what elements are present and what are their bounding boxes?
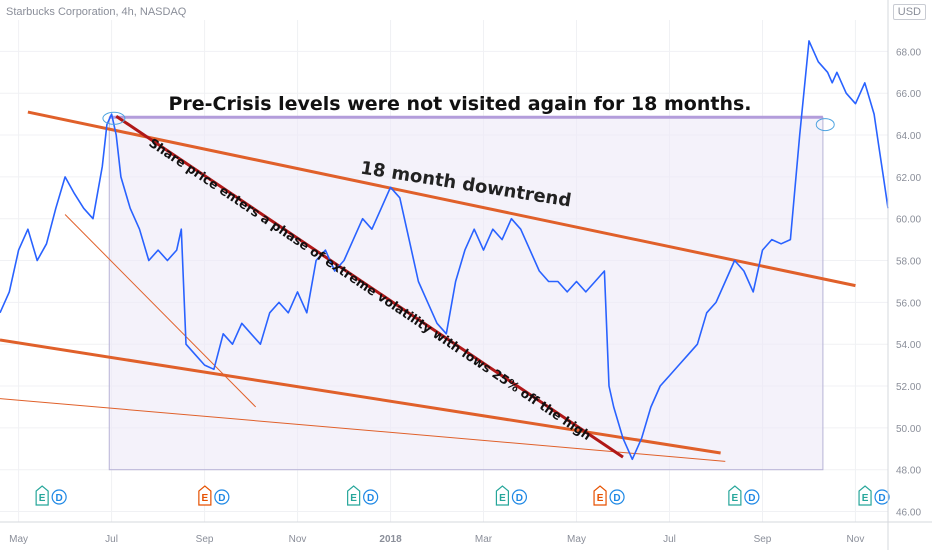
dividend-letter: D — [748, 493, 755, 504]
x-tick-label: Nov — [289, 534, 307, 545]
currency-badge[interactable]: USD — [892, 4, 926, 20]
x-tick-label: 2018 — [379, 534, 402, 545]
earnings-letter: E — [597, 493, 604, 504]
dividend-letter: D — [878, 493, 885, 504]
earnings-letter: E — [350, 493, 357, 504]
lower-downtrend-line — [0, 338, 721, 455]
trendlines — [0, 110, 856, 462]
breakout-highlight-ellipse — [815, 118, 835, 132]
y-tick-label: 60.00 — [896, 215, 921, 226]
y-tick-label: 48.00 — [896, 466, 921, 477]
earnings-letter: E — [499, 493, 506, 504]
y-tick-label: 58.00 — [896, 257, 921, 268]
y-tick-label: 52.00 — [896, 382, 921, 393]
x-tick-label: Mar — [475, 534, 493, 545]
y-tick-label: 56.00 — [896, 298, 921, 309]
y-tick-label: 64.00 — [896, 131, 921, 142]
x-tick-label: Jul — [105, 534, 118, 545]
y-tick-label: 46.00 — [896, 508, 921, 519]
y-tick-label: 62.00 — [896, 173, 921, 184]
earnings-icon — [347, 485, 361, 506]
dividend-letter: D — [367, 493, 374, 504]
dividend-icon — [214, 489, 230, 505]
dividend-letter: D — [218, 493, 225, 504]
earnings-letter: E — [732, 493, 739, 504]
earnings-icon — [35, 485, 49, 506]
y-tick-label: 54.00 — [896, 340, 921, 351]
dividend-icon — [51, 489, 67, 505]
earnings-icon — [858, 485, 872, 506]
dividend-icon — [874, 489, 890, 505]
x-tick-label: Sep — [196, 534, 214, 545]
lower-thin-line — [0, 398, 726, 462]
earnings-letter: E — [202, 493, 209, 504]
earnings-icon — [593, 485, 607, 506]
range-box — [108, 116, 824, 471]
earnings-letter: E — [39, 493, 46, 504]
earnings-icon — [198, 485, 212, 506]
price-line — [0, 40, 889, 461]
earnings-icon — [495, 485, 510, 506]
price-series — [0, 40, 889, 461]
volatility-line — [115, 114, 624, 459]
y-tick-label: 68.00 — [896, 47, 921, 58]
dividend-icon — [744, 489, 760, 505]
peak-highlight-ellipse — [102, 111, 126, 125]
x-tick-label: Jul — [663, 534, 676, 545]
dividend-letter: D — [613, 493, 620, 504]
dividend-letter: D — [516, 493, 523, 504]
dividend-letter: D — [56, 493, 63, 504]
earnings-icon — [728, 485, 742, 506]
dividend-icon — [609, 489, 625, 505]
shaded-box — [108, 115, 824, 471]
x-tick-label: Sep — [754, 534, 772, 545]
pre-crisis-annotation: Pre-Crisis levels were not visited again… — [168, 93, 751, 115]
y-tick-label: 66.00 — [896, 89, 921, 100]
x-tick-label: May — [9, 534, 28, 545]
fan-thin-line — [64, 214, 257, 408]
x-tick-label: May — [567, 534, 586, 545]
x-tick-label: Nov — [847, 534, 865, 545]
earnings-letter: E — [862, 493, 869, 504]
symbol-info: Starbucks Corporation, 4h, NASDAQ — [6, 6, 187, 18]
y-tick-label: 50.00 — [896, 424, 921, 435]
dividend-icon — [511, 489, 528, 505]
dividend-icon — [363, 489, 379, 505]
upper-downtrend-line — [27, 110, 856, 288]
